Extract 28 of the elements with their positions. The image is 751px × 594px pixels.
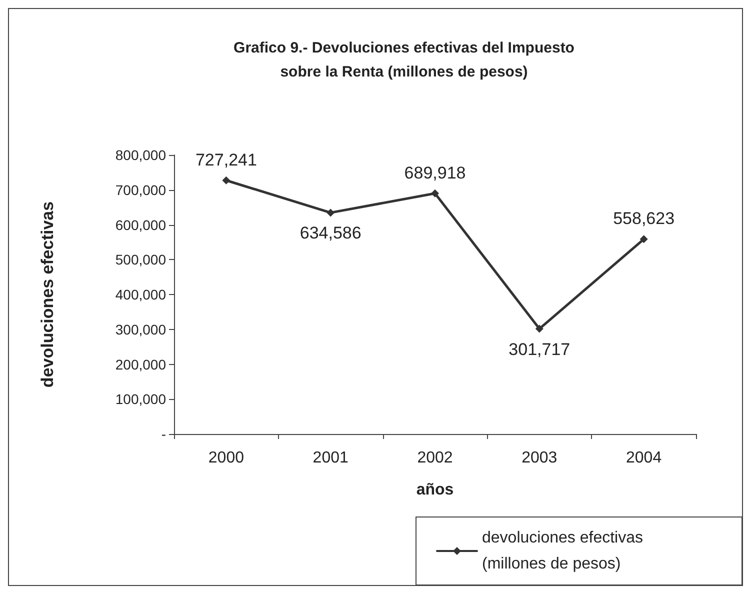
x-tick-label: 2000 xyxy=(208,450,244,466)
data-label: 727,241 xyxy=(195,150,257,170)
x-tick-label: 2002 xyxy=(417,450,453,466)
y-tick-label: 300,000 xyxy=(115,321,166,338)
chart-title: Grafico 9.- Devoluciones efectivas del Impuesto sobre la Renta (millones de pesos) xyxy=(234,40,574,80)
y-tick-label: 400,000 xyxy=(115,286,166,302)
x-tick-label: 2001 xyxy=(312,450,348,466)
y-axis-title: devoluciones efectivas xyxy=(38,201,57,388)
data-label: 634,586 xyxy=(300,224,362,243)
y-tick-label: 100,000 xyxy=(115,391,166,408)
y-tick-label: 800,000 xyxy=(115,147,166,163)
data-label: 558,623 xyxy=(613,209,675,228)
y-tick-label: - xyxy=(161,426,166,442)
data-label: 689,918 xyxy=(404,163,466,182)
y-tick-label: 500,000 xyxy=(115,252,166,268)
y-tick-label: 200,000 xyxy=(115,356,166,372)
legend-label: devoluciones efectivas (millones de pesos) xyxy=(482,530,648,572)
point xyxy=(222,176,230,184)
point xyxy=(326,208,335,217)
x-tick-label: 2004 xyxy=(626,450,662,466)
x-axis-title: años xyxy=(416,482,454,498)
y-tick-label: 700,000 xyxy=(115,182,166,198)
data-label: 301,717 xyxy=(508,340,570,359)
x-tick-label: 2003 xyxy=(522,450,558,466)
point xyxy=(640,235,648,244)
point xyxy=(431,189,439,198)
y-tick-label: 600,000 xyxy=(115,216,166,233)
point xyxy=(535,324,544,333)
